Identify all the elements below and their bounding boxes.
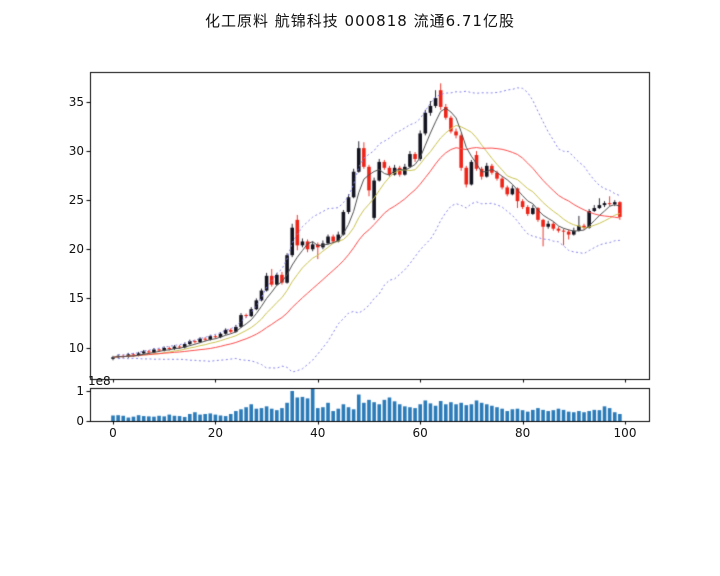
price-ytick-label: 30 xyxy=(68,144,84,159)
price-ytick-label: 25 xyxy=(68,193,84,208)
x-axis-tick-label: 60 xyxy=(412,426,428,440)
x-axis-tick-label: 20 xyxy=(207,426,224,440)
price-ytick-label: 20 xyxy=(68,242,84,257)
price-ytick-label: 10 xyxy=(68,340,84,355)
volume-ytick-label: 1 xyxy=(76,384,84,398)
x-axis-tick-label: 100 xyxy=(613,426,637,440)
volume-unit-offset-label: 1e8 xyxy=(88,374,111,388)
price-ytick-label: 15 xyxy=(68,291,84,306)
x-axis-tick-label: 40 xyxy=(310,426,326,440)
x-axis-tick-label: 80 xyxy=(514,426,531,440)
volume-ytick-label: 0 xyxy=(76,413,84,428)
x-axis-tick-label: 0 xyxy=(109,426,117,440)
price-ytick-label: 35 xyxy=(68,95,84,109)
chart-title: 化工原料 航锦科技 000818 流通6.71亿股 xyxy=(205,12,515,30)
